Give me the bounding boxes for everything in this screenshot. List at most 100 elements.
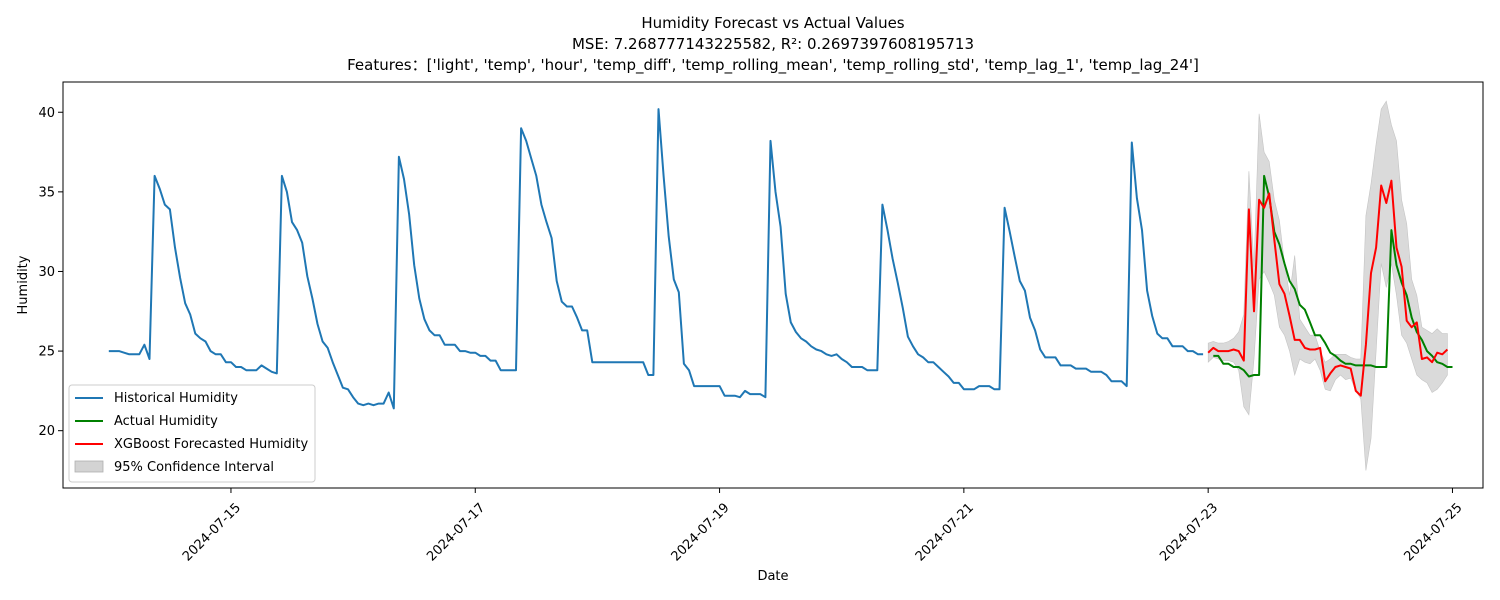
series-layer	[108, 108, 1454, 410]
data-point-historical-humidity	[342, 387, 344, 389]
data-point-historical-humidity	[352, 396, 354, 398]
data-point-historical-humidity	[357, 403, 359, 405]
data-point-forecast-humidity	[1319, 347, 1321, 349]
data-point-historical-humidity	[937, 366, 939, 368]
data-point-actual-humidity	[1324, 342, 1326, 344]
data-point-historical-humidity	[454, 344, 456, 346]
data-point-actual-humidity	[1253, 374, 1255, 376]
data-point-historical-humidity	[749, 393, 751, 395]
data-point-forecast-humidity	[1431, 361, 1433, 363]
chart-legend: Historical Humidity Actual Humidity XGBo…	[68, 384, 316, 483]
data-point-historical-humidity	[133, 353, 135, 355]
data-point-historical-humidity	[1172, 345, 1174, 347]
data-point-historical-humidity	[907, 336, 909, 338]
data-point-historical-humidity	[434, 334, 436, 336]
data-point-actual-humidity	[1375, 366, 1377, 368]
data-point-historical-humidity	[245, 369, 247, 371]
data-point-historical-humidity	[683, 363, 685, 365]
data-point-historical-humidity	[118, 350, 120, 352]
data-point-historical-humidity	[912, 345, 914, 347]
data-point-historical-humidity	[836, 353, 838, 355]
data-point-historical-humidity	[1131, 142, 1133, 144]
data-point-historical-humidity	[332, 361, 334, 363]
data-point-actual-humidity	[1452, 366, 1454, 368]
data-point-historical-humidity	[1039, 349, 1041, 351]
x-tick-label: 2024-07-23	[1157, 500, 1221, 564]
data-point-forecast-humidity	[1416, 321, 1418, 323]
data-point-historical-humidity	[780, 226, 782, 228]
data-point-historical-humidity	[408, 213, 410, 215]
data-point-historical-humidity	[1090, 371, 1092, 373]
data-point-historical-humidity	[734, 395, 736, 397]
data-point-actual-humidity	[1243, 369, 1245, 371]
data-point-historical-humidity	[1187, 350, 1189, 352]
data-point-historical-humidity	[281, 175, 283, 177]
data-point-historical-humidity	[922, 356, 924, 358]
data-point-historical-humidity	[418, 298, 420, 300]
data-point-forecast-humidity	[1406, 320, 1408, 322]
data-point-historical-humidity	[581, 329, 583, 331]
data-point-forecast-humidity	[1273, 239, 1275, 241]
data-point-actual-humidity	[1248, 376, 1250, 378]
data-point-historical-humidity	[627, 361, 629, 363]
data-point-historical-humidity	[551, 237, 553, 239]
data-point-historical-humidity	[586, 329, 588, 331]
data-point-historical-humidity	[561, 301, 563, 303]
data-point-historical-humidity	[805, 341, 807, 343]
data-point-historical-humidity	[703, 385, 705, 387]
legend-label-actual: Actual Humidity	[114, 414, 218, 429]
data-point-historical-humidity	[739, 396, 741, 398]
y-axis-label: Humidity	[16, 255, 31, 314]
data-point-historical-humidity	[688, 369, 690, 371]
series-line-historical-humidity	[108, 108, 1204, 410]
data-point-historical-humidity	[841, 358, 843, 360]
data-point-forecast-humidity	[1222, 350, 1224, 352]
data-point-historical-humidity	[159, 188, 161, 190]
data-point-actual-humidity	[1380, 366, 1382, 368]
data-point-historical-humidity	[179, 277, 181, 279]
data-point-forecast-humidity	[1441, 353, 1443, 355]
data-point-historical-humidity	[322, 341, 324, 343]
data-point-historical-humidity	[566, 306, 568, 308]
data-point-historical-humidity	[988, 385, 990, 387]
data-point-historical-humidity	[770, 140, 772, 142]
legend-label-confidence: 95% Confidence Interval	[114, 460, 274, 475]
data-point-historical-humidity	[388, 392, 390, 394]
data-point-historical-humidity	[1111, 380, 1113, 382]
data-point-historical-humidity	[999, 388, 1001, 390]
data-point-historical-humidity	[876, 369, 878, 371]
data-point-historical-humidity	[108, 350, 110, 352]
data-point-historical-humidity	[1146, 290, 1148, 292]
x-tick-label: 2024-07-15	[180, 500, 244, 564]
series-line-actual-humidity	[1213, 174, 1453, 378]
data-point-forecast-humidity	[1258, 199, 1260, 201]
data-point-historical-humidity	[617, 361, 619, 363]
data-point-historical-humidity	[311, 298, 313, 300]
data-point-historical-humidity	[1095, 371, 1097, 373]
data-point-historical-humidity	[250, 369, 252, 371]
data-point-historical-humidity	[978, 385, 980, 387]
data-point-forecast-humidity	[1278, 283, 1280, 285]
data-point-historical-humidity	[953, 382, 955, 384]
data-point-historical-humidity	[744, 390, 746, 392]
chart-features-subtitle: Features：['light', 'temp', 'hour', 'temp…	[347, 56, 1199, 75]
data-point-actual-humidity	[1217, 355, 1219, 357]
data-point-actual-humidity	[1390, 229, 1392, 231]
data-point-historical-humidity	[230, 361, 232, 363]
data-point-historical-humidity	[500, 369, 502, 371]
data-point-actual-humidity	[1319, 334, 1321, 336]
data-point-historical-humidity	[632, 361, 634, 363]
data-point-forecast-humidity	[1340, 364, 1342, 366]
data-point-historical-humidity	[856, 366, 858, 368]
data-point-historical-humidity	[1004, 207, 1006, 209]
data-point-historical-humidity	[1060, 364, 1062, 366]
data-point-forecast-humidity	[1238, 350, 1240, 352]
data-point-historical-humidity	[383, 403, 385, 405]
data-point-actual-humidity	[1329, 352, 1331, 354]
data-point-historical-humidity	[759, 393, 761, 395]
data-point-historical-humidity	[1105, 374, 1107, 376]
data-point-historical-humidity	[866, 369, 868, 371]
data-point-historical-humidity	[963, 388, 965, 390]
data-point-historical-humidity	[271, 371, 273, 373]
data-point-historical-humidity	[775, 191, 777, 193]
